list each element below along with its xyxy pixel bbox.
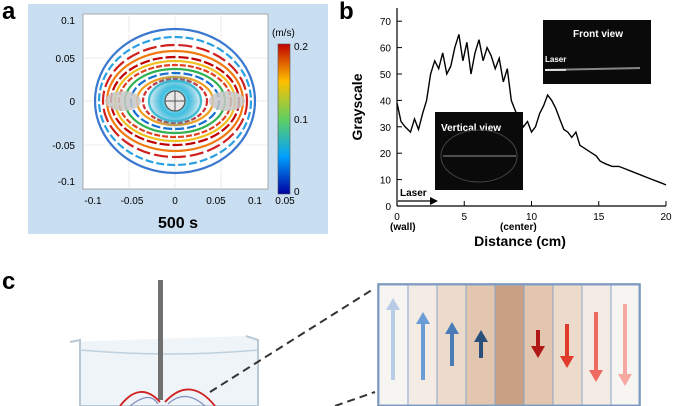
panel-b-center-label: (center) (500, 222, 537, 233)
panel-b-y-label: Grayscale (349, 73, 365, 140)
panel-a-xtick: -0.05 (121, 196, 144, 207)
panel-a-ytick: -0.1 (58, 177, 76, 188)
panel-b-x-tick-group: 0 5 10 15 20 (394, 201, 672, 223)
panel-a-xtick: 0.1 (248, 196, 262, 207)
panel-b-inset-vertical: Vertical view (435, 112, 523, 190)
panel-b-xtick-label: 20 (660, 212, 672, 223)
panel-a-xtick: 0 (172, 196, 178, 207)
panel-a-x-ticks: -0.1 -0.05 0 0.05 0.1 0.05 (84, 196, 295, 207)
panel-a-xtick: 0.05 (275, 196, 295, 207)
panel-b-xtick-label: 0 (394, 212, 400, 223)
panel-b-letter: b (339, 0, 354, 25)
panel-b-front-laser-label: Laser (545, 55, 566, 64)
panel-b-y-tick-group: 0 10 20 30 40 50 60 70 (380, 17, 402, 213)
panel-b-ytick-label: 70 (380, 17, 392, 28)
panel-a-ytick: 0 (69, 97, 75, 108)
panel-a-colorbar-mid: 0.1 (294, 115, 308, 126)
panel-b-laser-arrowhead (430, 197, 438, 205)
panel-b-laser-label: Laser (400, 188, 427, 199)
panel-a-xtick: -0.1 (84, 196, 102, 207)
panel-a-time-label: 500 s (158, 215, 198, 232)
downward-arrows (531, 304, 632, 386)
panel-b-x-label: Distance (cm) (474, 233, 566, 249)
panel-b-chart: 0 10 20 30 40 50 60 70 0 5 10 15 20 Distance (cm) G… (349, 8, 672, 249)
velocity-strips (377, 283, 641, 406)
zoom-line-top (209, 287, 376, 393)
panel-b-wall-label: (wall) (390, 222, 416, 233)
panel-b-ytick-label: 10 (380, 176, 392, 187)
panel-a-letter: a (2, 0, 16, 25)
upward-arrows (386, 298, 488, 380)
panel-a-colorbar-min: 0 (294, 187, 300, 198)
panel-a-colorbar-labels: (m/s) 0.2 0.1 0 (272, 28, 308, 198)
panel-b-front-view-label: Front view (573, 29, 623, 40)
panel-a-left-lobe (105, 91, 141, 111)
panel-b-vertical-view-label: Vertical view (441, 123, 501, 134)
panel-b-ytick-label: 50 (380, 70, 392, 81)
panel-b-ytick-label: 40 (380, 96, 392, 107)
panel-b-ytick-label: 30 (380, 123, 392, 134)
panel-a-ytick: -0.05 (52, 141, 75, 152)
panel-b-ytick-label: 20 (380, 149, 392, 160)
panel-a-ytick: 0.05 (56, 54, 76, 65)
panel-b-ytick-label: 60 (380, 44, 392, 55)
panel-a-right-lobe (209, 91, 245, 111)
panel-b-xtick-label: 15 (593, 212, 605, 223)
stirrer-rod (158, 280, 163, 400)
panel-a-colorbar (277, 43, 291, 195)
panel-a-ytick: 0.1 (61, 16, 75, 27)
panel-c-letter: c (2, 268, 16, 295)
panel-c-schematic (69, 280, 641, 406)
panel-a-y-ticks: 0.1 0.05 0 -0.05 -0.1 (52, 16, 75, 188)
panel-a-colorbar-max: 0.2 (294, 42, 308, 53)
panel-a-colorbar-unit: (m/s) (272, 28, 295, 39)
beaker-illustration (69, 280, 259, 406)
zoom-line-bottom (334, 391, 376, 406)
panel-b-xtick-label: 5 (461, 212, 467, 223)
panel-a-xtick: 0.05 (206, 196, 226, 207)
panel-a-velocity-field: 0.1 0.05 0 -0.05 -0.1 -0.1 -0.05 0 0.05 … (28, 4, 328, 234)
panel-b-xtick-label: 10 (526, 212, 538, 223)
panel-b-ytick-label: 0 (385, 202, 391, 213)
panel-b-inset-front: Front view Laser (543, 20, 651, 84)
